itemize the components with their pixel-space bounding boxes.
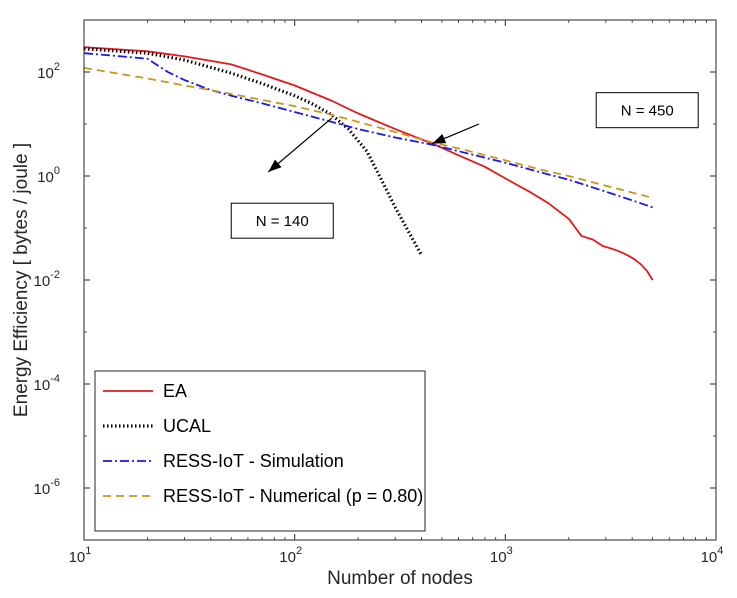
x-tick-label: 101 — [69, 545, 92, 566]
x-tick-label: 104 — [701, 545, 724, 566]
legend-label-1: EA — [163, 381, 187, 401]
annotation-label: N = 450 — [621, 103, 674, 120]
y-tick-exponent: 0 — [54, 165, 60, 177]
y-axis-label: Energy Efficiency [ bytes / joule ] — [11, 143, 32, 417]
y-tick-exponent: 2 — [54, 61, 60, 73]
annotation-arrow-head — [432, 133, 447, 144]
annotation-box — [230, 202, 334, 239]
series-line-4 — [84, 66, 653, 199]
y-tick-label: 10-4 — [34, 373, 60, 394]
y-tick-exponent: -6 — [50, 477, 60, 489]
annotation-box — [595, 92, 699, 129]
annotation-arrow-shaft — [267, 117, 333, 173]
x-tick-exponent: 4 — [717, 545, 723, 557]
legend-label-2: UCAL — [163, 416, 211, 436]
legend-box — [94, 370, 426, 532]
annotation-layer: N = 450 N = 140 — [230, 92, 699, 239]
x-tick-exponent: 2 — [296, 545, 302, 557]
y-tick-label: 10-2 — [34, 269, 60, 290]
annotation-arrow-head — [268, 159, 282, 172]
series-line-2 — [84, 47, 423, 256]
x-tick-exponent: 3 — [507, 545, 513, 557]
y-tick-label: 10-6 — [34, 477, 60, 498]
x-axis: 101 102 103 104 — [69, 20, 724, 566]
annotation-label: N = 140 — [256, 213, 309, 230]
x-tick-exponent: 1 — [85, 545, 91, 557]
x-tick-label: 102 — [279, 545, 302, 566]
x-axis-label: Number of nodes — [327, 568, 473, 589]
series-line-1 — [84, 46, 654, 281]
y-tick-label: 100 — [37, 165, 60, 186]
series-layer — [84, 46, 654, 281]
y-tick-label: 102 — [37, 61, 60, 82]
legend: EA UCAL RESS-IoT - Simulation RESS-IoT - Nu… — [94, 370, 426, 532]
legend-label-4: RESS-IoT - Numerical (p = 0.80) — [163, 486, 423, 506]
series-line-3 — [84, 52, 653, 209]
y-tick-exponent: -2 — [50, 269, 60, 281]
y-tick-exponent: -4 — [50, 373, 60, 385]
x-tick-label: 103 — [490, 545, 513, 566]
legend-label-3: RESS-IoT - Simulation — [163, 451, 344, 471]
